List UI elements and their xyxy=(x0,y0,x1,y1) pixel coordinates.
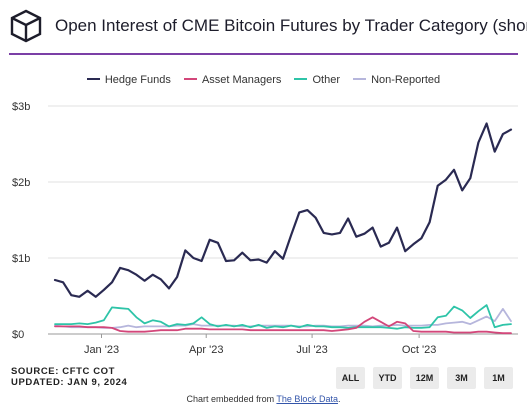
legend-item-other[interactable]: Other xyxy=(294,74,340,86)
legend-label: Asset Managers xyxy=(201,74,282,86)
embed-footer: Chart embedded from The Block Data. xyxy=(0,394,527,404)
the-block-logo-icon xyxy=(10,9,42,43)
source-note: SOURCE: CFTC COT UPDATED: JAN 9, 2024 xyxy=(11,366,127,388)
the-block-data-link[interactable]: The Block Data xyxy=(276,394,338,404)
x-tick-label: Jan '23 xyxy=(84,344,119,356)
line-chart: $0 $1b $2b $3b Jan '23 Apr '23 Jul '23 Oct '23 xyxy=(12,101,518,356)
series-line-non-reported xyxy=(54,307,512,329)
legend-item-asset-managers[interactable]: Asset Managers xyxy=(183,74,282,86)
legend-swatch xyxy=(294,78,308,81)
footer-suffix: . xyxy=(337,394,341,404)
title-divider xyxy=(9,53,518,55)
x-tick-label: Jul '23 xyxy=(296,344,327,356)
y-tick-label: $3b xyxy=(12,101,30,113)
range-button-all[interactable]: ALL xyxy=(336,367,365,389)
chart-title: Open Interest of CME Bitcoin Futures by … xyxy=(55,16,527,35)
range-button-12m[interactable]: 12M xyxy=(410,367,439,389)
legend-swatch xyxy=(353,78,367,81)
source-line: SOURCE: CFTC COT xyxy=(11,366,116,377)
range-button-1m[interactable]: 1M xyxy=(484,367,513,389)
legend-item-hedge-funds[interactable]: Hedge Funds xyxy=(86,74,171,86)
x-tick-label: Oct '23 xyxy=(402,344,437,356)
chart-legend: Hedge Funds Asset Managers Other Non-Rep… xyxy=(0,74,527,86)
legend-swatch xyxy=(183,78,197,81)
series-line-hedge-funds xyxy=(53,122,513,298)
y-tick-label: $0 xyxy=(12,329,24,341)
legend-item-non-reported[interactable]: Non-Reported xyxy=(353,74,440,86)
range-button-ytd[interactable]: YTD xyxy=(373,367,402,389)
legend-swatch xyxy=(86,78,100,81)
series-line-asset-managers xyxy=(54,316,512,335)
series-line-other xyxy=(54,304,512,330)
legend-label: Non-Reported xyxy=(371,74,441,86)
y-tick-label: $2b xyxy=(12,177,30,189)
x-tick-label: Apr '23 xyxy=(189,344,224,356)
updated-line: UPDATED: JAN 9, 2024 xyxy=(11,377,128,388)
y-tick-label: $1b xyxy=(12,253,30,265)
legend-label: Hedge Funds xyxy=(104,74,171,86)
footer-prefix: Chart embedded from xyxy=(186,394,277,404)
legend-label: Other xyxy=(312,74,340,86)
range-button-3m[interactable]: 3M xyxy=(447,367,476,389)
chart-header: Open Interest of CME Bitcoin Futures by … xyxy=(0,0,527,55)
